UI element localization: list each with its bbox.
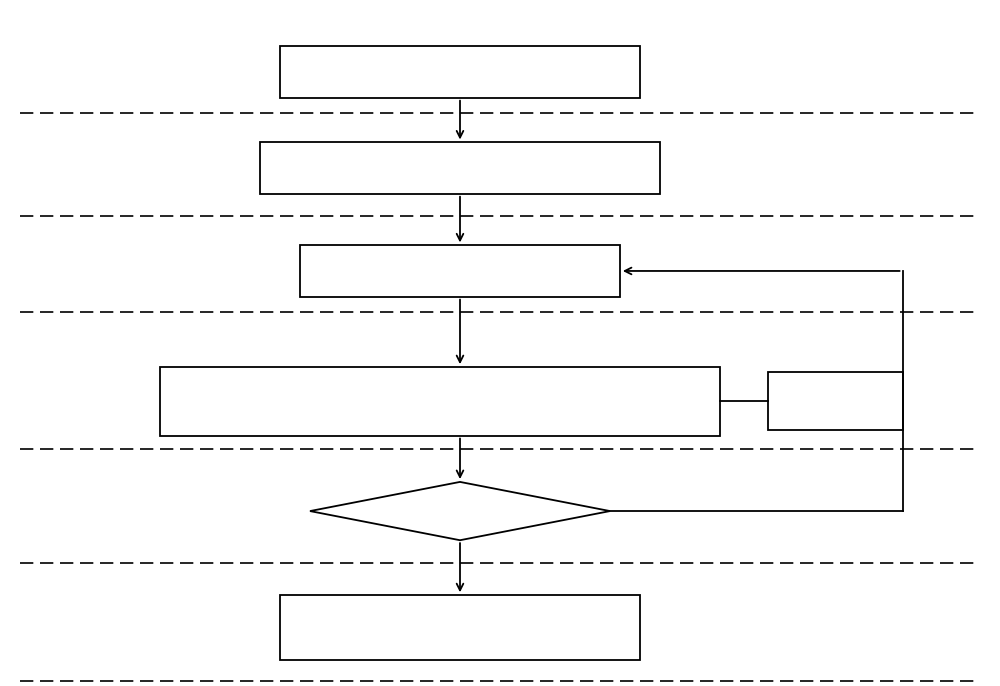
Bar: [280, 47, 640, 97]
Polygon shape: [310, 482, 610, 541]
Bar: [768, 372, 902, 431]
Bar: [160, 367, 720, 436]
Bar: [260, 143, 660, 193]
Bar: [280, 595, 640, 660]
Bar: [300, 246, 620, 296]
